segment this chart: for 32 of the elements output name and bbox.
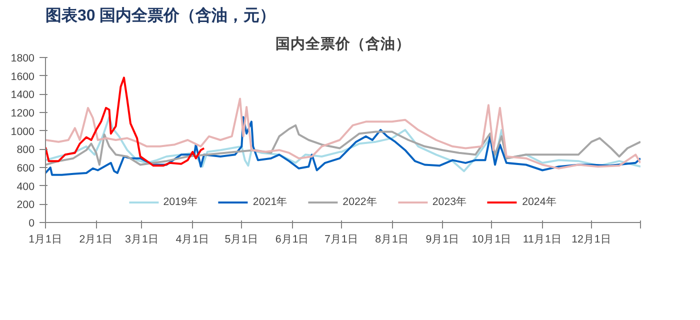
chart-title: 图表30 国内全票价（含油，元） (46, 6, 276, 24)
x-tick-label: 6月1日 (275, 234, 310, 246)
x-tick-label: 1月1日 (28, 234, 62, 246)
y-tick-label: 1600 (10, 70, 35, 83)
line-series (46, 98, 640, 170)
legend-label: 2023年 (432, 195, 468, 209)
legend-label: 2021年 (252, 195, 288, 209)
y-tick-label: 1200 (10, 108, 35, 120)
y-tick-label: 1000 (10, 126, 35, 138)
y-tick-label: 0 (28, 218, 35, 230)
x-tick-label: 11月1日 (522, 234, 562, 246)
y-tick-label: 400 (16, 180, 35, 193)
y-tick-label: 800 (16, 144, 35, 156)
x-tick-label: 5月1日 (224, 234, 259, 246)
legend-label: 2022年 (342, 195, 378, 209)
x-tick-label: 9月1日 (426, 234, 460, 246)
x-tick-label: 12月1日 (572, 234, 612, 246)
line-series (46, 124, 640, 166)
line-series (46, 76, 206, 167)
legend-label: 2019年 (163, 195, 198, 209)
y-tick-label: 1400 (10, 89, 35, 102)
x-tick-label: 10月1日 (472, 234, 512, 246)
x-tick-label: 4月1日 (176, 234, 210, 246)
chart-subtitle: 国内全票价（含油） (276, 36, 410, 52)
y-tick-label: 1800 (10, 52, 35, 64)
y-tick-label: 200 (16, 199, 35, 212)
x-tick-label: 8月1日 (375, 234, 409, 246)
x-tick-label: 7月1日 (324, 234, 358, 246)
x-tick-label: 3月1日 (125, 234, 159, 246)
y-tick-label: 600 (16, 162, 35, 174)
legend-label: 2024年 (522, 195, 557, 209)
x-tick-label: 2月1日 (79, 234, 114, 246)
